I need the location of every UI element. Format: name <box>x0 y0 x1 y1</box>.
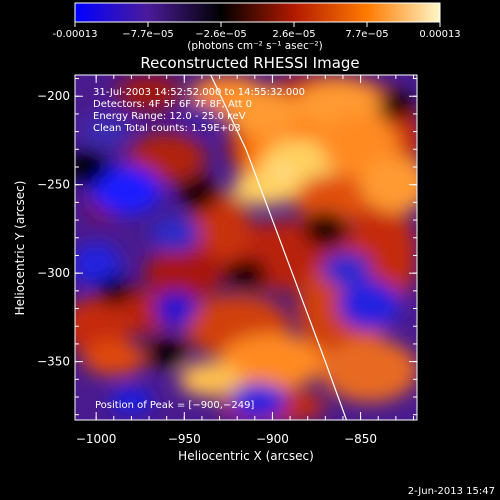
x-tick-label: −900 <box>256 432 289 446</box>
footer-date: 2-Jun-2013 15:47 <box>408 486 495 497</box>
colorbar-tick-label: −7.7e−05 <box>122 29 174 40</box>
x-tick-label: −850 <box>344 432 377 446</box>
colorbar <box>74 2 441 23</box>
colorbar-tick-label: 2.6e−05 <box>272 29 315 40</box>
solar-limb-line <box>210 74 348 421</box>
x-axis-label: Heliocentric X (arcsec) <box>178 449 314 463</box>
axis-ticks <box>75 75 417 420</box>
x-tick-label: −1000 <box>76 432 117 446</box>
colorbar-tick-label: 0.00013 <box>419 29 460 40</box>
y-tick-label: −350 <box>37 355 70 369</box>
colorbar-tick-label: 7.7e−05 <box>345 29 388 40</box>
annotation-detectors: Detectors: 4F 5F 6F 7F 8F, Att 0 <box>93 99 252 110</box>
annotation-peak: Position of Peak = [−900,−249] <box>95 400 254 411</box>
y-tick-label: −200 <box>37 89 70 103</box>
colorbar-tick-label: −2.6e−05 <box>195 29 247 40</box>
annotation-time-range: 31-Jul-2003 14:52:52.000 to 14:55:32.000 <box>93 87 305 98</box>
y-axis-label: Heliocentric Y (arcsec) <box>13 181 27 316</box>
x-tick-labels: −1000 −950 −900 −850 <box>76 432 377 446</box>
colorbar-tick-label: -0.00013 <box>53 29 98 40</box>
annotation-energy: Energy Range: 12.0 - 25.0 keV <box>93 111 246 122</box>
plot-frame <box>74 74 418 421</box>
colorbar-ticks <box>74 22 441 27</box>
colorbar-unit-label: (photons cm⁻² s⁻¹ asec⁻²) <box>187 40 322 52</box>
y-tick-label: −300 <box>37 266 70 280</box>
heatmap-image <box>75 75 417 420</box>
colorbar-tick-labels: -0.00013 −7.7e−05 −2.6e−05 2.6e−05 7.7e−05 0.… <box>53 29 461 40</box>
annotation-clean: Clean Total counts: 1.59E+03 <box>93 123 241 134</box>
chart-title: Reconstructed RHESSI Image <box>140 54 359 72</box>
x-tick-label: −950 <box>168 432 201 446</box>
y-tick-labels: −200 −250 −300 −350 <box>37 89 70 368</box>
y-tick-label: −250 <box>37 178 70 192</box>
